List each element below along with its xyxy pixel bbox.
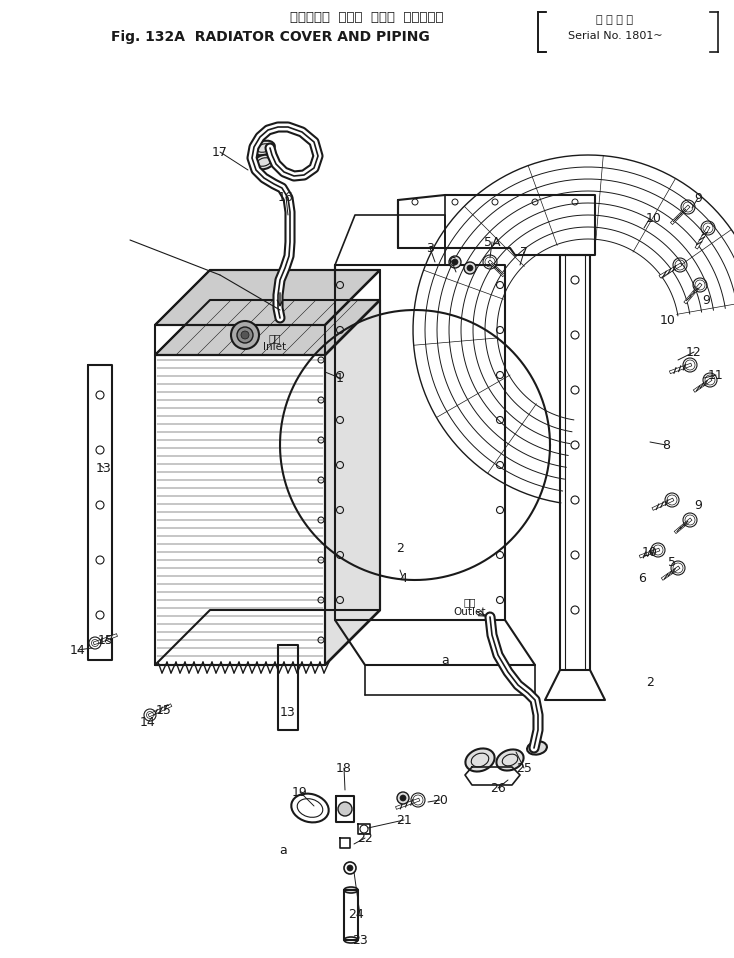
Text: 15: 15 (156, 703, 172, 717)
Ellipse shape (253, 141, 275, 155)
Text: 10: 10 (660, 313, 676, 327)
Text: 6: 6 (638, 572, 646, 584)
Text: 13: 13 (96, 462, 112, 474)
Text: 入口: 入口 (269, 333, 281, 343)
Text: ラジエータ  カバー  および  パイピング: ラジエータ カバー および パイピング (290, 11, 444, 24)
Text: 1: 1 (336, 372, 344, 384)
Text: 2: 2 (646, 675, 654, 689)
Text: 8: 8 (662, 439, 670, 451)
Text: 7: 7 (520, 245, 528, 259)
Circle shape (338, 802, 352, 816)
Ellipse shape (344, 887, 358, 893)
Text: a: a (279, 843, 287, 856)
Text: 6: 6 (448, 256, 456, 268)
Circle shape (449, 256, 461, 268)
Text: 22: 22 (357, 832, 373, 845)
Circle shape (231, 321, 259, 349)
Text: 出口: 出口 (464, 597, 476, 607)
Text: 5: 5 (668, 556, 676, 568)
Text: 24: 24 (348, 908, 364, 922)
Polygon shape (155, 300, 380, 355)
Text: Serial No. 1801~: Serial No. 1801~ (567, 31, 662, 41)
Circle shape (452, 259, 458, 265)
Text: 9: 9 (694, 498, 702, 512)
Text: 20: 20 (432, 793, 448, 807)
Text: a: a (441, 653, 449, 667)
Text: 17: 17 (212, 146, 228, 158)
Circle shape (467, 265, 473, 271)
Text: 18: 18 (336, 762, 352, 774)
Ellipse shape (253, 154, 275, 170)
Text: 9: 9 (702, 293, 710, 307)
Text: 23: 23 (352, 933, 368, 947)
Ellipse shape (496, 749, 523, 770)
Text: 11: 11 (708, 369, 724, 381)
Circle shape (347, 865, 353, 871)
Text: 3: 3 (426, 241, 434, 255)
Ellipse shape (344, 937, 358, 943)
Polygon shape (155, 270, 380, 325)
Circle shape (397, 792, 409, 804)
Ellipse shape (291, 793, 329, 822)
Text: 10: 10 (646, 212, 662, 224)
Polygon shape (325, 300, 380, 665)
Text: 適 用 号 機: 適 用 号 機 (597, 15, 633, 25)
Text: 15: 15 (98, 633, 114, 647)
Text: 26: 26 (490, 782, 506, 794)
Circle shape (241, 331, 249, 339)
Circle shape (464, 262, 476, 274)
Text: 5A: 5A (484, 236, 501, 248)
Text: 16: 16 (278, 191, 294, 203)
Circle shape (237, 327, 253, 343)
Text: 21: 21 (396, 813, 412, 827)
Text: 9: 9 (694, 192, 702, 204)
Ellipse shape (465, 748, 495, 771)
Text: 19: 19 (292, 786, 308, 799)
Text: 4: 4 (399, 572, 407, 584)
Text: 13: 13 (280, 705, 296, 718)
Text: 12: 12 (686, 346, 702, 358)
Text: 10: 10 (642, 545, 658, 559)
Text: 2: 2 (396, 541, 404, 555)
Text: Outlet: Outlet (454, 607, 486, 617)
Text: 25: 25 (516, 762, 532, 774)
Text: 14: 14 (140, 716, 156, 728)
Text: Fig. 132A  RADIATOR COVER AND PIPING: Fig. 132A RADIATOR COVER AND PIPING (111, 30, 429, 44)
Text: Inlet: Inlet (264, 342, 286, 352)
Circle shape (400, 795, 406, 801)
Text: 14: 14 (70, 644, 86, 656)
Ellipse shape (527, 741, 547, 755)
